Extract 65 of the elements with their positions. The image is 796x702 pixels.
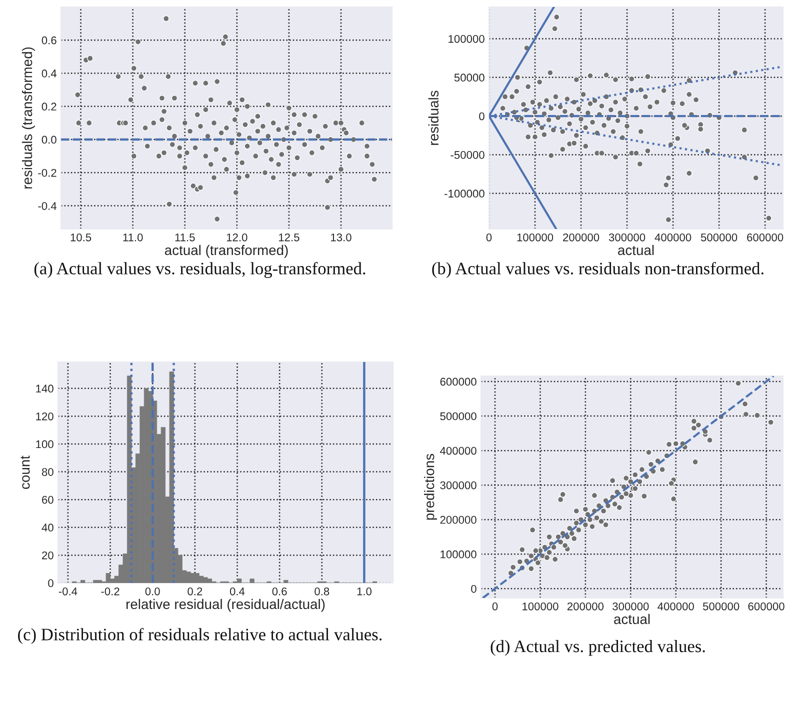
x-tick-label: 300000 [612, 602, 649, 610]
x-tick-label: -0.2 [101, 587, 120, 596]
y-tick-label: 200000 [440, 516, 476, 524]
y-axis-title: predictions [424, 454, 437, 520]
x-tick-label: 10.5 [70, 233, 92, 242]
x-tick-label: 11.0 [123, 233, 143, 242]
y-tick-label: 140 [36, 384, 54, 393]
y-axis-title: residuals (transformed) [22, 47, 35, 188]
x-tick-label: 0 [492, 602, 498, 610]
y-tick-label: 20 [42, 551, 54, 560]
x-tick-label: 500000 [702, 602, 740, 610]
y-tick-label: 100 [36, 440, 54, 448]
y-tick-label: 600000 [440, 378, 476, 386]
x-tick-label: 13.0 [331, 233, 352, 242]
y-tick-label: 60 [42, 496, 54, 504]
y-tick-label: -0.4 [38, 202, 57, 210]
y-axis-title: count [20, 456, 30, 489]
y-tick-label: 50000 [454, 74, 484, 82]
y-tick-label: 0 [479, 112, 484, 120]
y-tick-label: 0.4 [42, 70, 57, 78]
y-tick-label: 100000 [440, 550, 476, 558]
y-tick-label: 0.6 [42, 36, 56, 44]
x-axis-title: actual [618, 244, 654, 256]
y-axis-title: residuals [428, 90, 439, 145]
x-tick-label: 400000 [654, 233, 692, 242]
x-axis-title: relative residual (residual/actual) [126, 598, 325, 612]
x-tick-label: 600000 [747, 233, 784, 242]
x-tick-label: 400000 [658, 602, 694, 610]
y-tick-label: -100000 [444, 190, 484, 198]
y-tick-label: -0.2 [38, 168, 56, 177]
y-tick-label: 400000 [440, 446, 476, 455]
text: (a) Actual values vs. residuals, log-transformed. [34, 262, 366, 278]
x-axis-title: actual [614, 614, 650, 624]
x-tick-label: 12.0 [226, 233, 248, 242]
x-axis-title: actual (transformed) [164, 244, 288, 258]
x-tick-label: 12.5 [278, 233, 300, 242]
text: (d) Actual vs. predicted values. [490, 640, 705, 656]
x-tick-label: 0.8 [314, 587, 330, 596]
y-tick-label: 100000 [448, 34, 484, 43]
y-tick-label: 500000 [440, 412, 476, 420]
x-tick-label: 200000 [563, 233, 600, 242]
x-tick-label: 0.4 [230, 587, 245, 596]
y-tick-label: 80 [42, 468, 54, 476]
x-tick-label: -0.4 [58, 587, 78, 596]
y-tick-label: 0 [48, 579, 54, 588]
x-tick-label: 0 [486, 233, 492, 242]
text: (b) Actual values vs. residuals non-transformed. [432, 262, 764, 278]
x-tick-label: 200000 [567, 602, 604, 610]
x-tick-label: 1.0 [357, 587, 372, 596]
x-tick-label: 300000 [608, 233, 646, 242]
y-tick-label: -50000 [450, 151, 484, 159]
x-tick-label: 600000 [748, 602, 784, 610]
x-tick-label: 500000 [700, 233, 738, 242]
y-tick-label: 300000 [440, 481, 476, 490]
x-tick-label: 0.6 [272, 587, 287, 596]
x-tick-label: 11.5 [175, 234, 195, 242]
y-tick-label: 40 [42, 524, 54, 532]
x-tick-label: 100000 [517, 233, 554, 242]
x-tick-label: 0.2 [188, 587, 202, 596]
y-tick-label: 120 [36, 412, 54, 420]
text: (c) Distribution of residuals relative to actual values. [18, 628, 382, 644]
y-tick-label: 0.2 [42, 102, 56, 111]
y-tick-label: 0.0 [42, 136, 56, 144]
x-tick-label: 100000 [522, 602, 558, 610]
x-tick-label: 0.0 [145, 587, 160, 596]
